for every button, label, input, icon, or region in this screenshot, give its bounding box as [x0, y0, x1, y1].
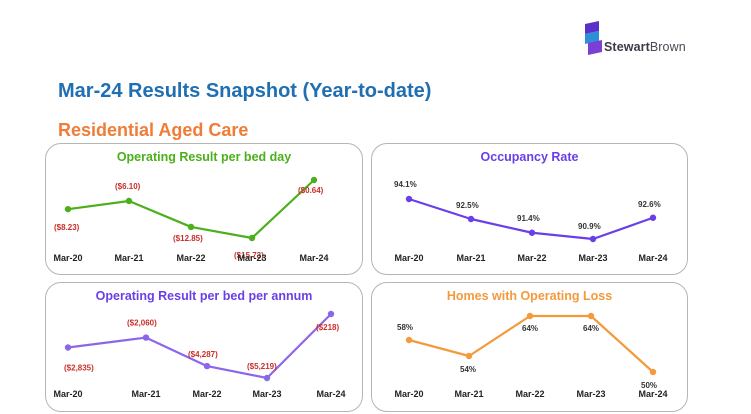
- x-tick-label: Mar-21: [131, 389, 160, 399]
- data-point: [263, 374, 271, 382]
- data-point: [649, 368, 657, 376]
- stewartbrown-logo: StewartBrown: [585, 21, 715, 57]
- chart-title: Operating Result per bed per annum: [95, 289, 313, 303]
- data-label: 54%: [460, 365, 476, 374]
- data-point: [649, 214, 657, 221]
- series-line: [67, 313, 332, 380]
- x-tick-label: Mar-23: [576, 389, 605, 399]
- logo-text-bold: Stewart: [604, 40, 650, 54]
- data-label: 64%: [522, 324, 538, 333]
- x-tick-label: Mar-21: [114, 253, 143, 263]
- x-tick-label: Mar-20: [394, 389, 423, 399]
- x-tick-label: Mar-21: [454, 389, 483, 399]
- section-subtitle: Residential Aged Care: [58, 120, 249, 140]
- x-tick-label: Mar-22: [515, 389, 544, 399]
- data-point: [528, 229, 536, 236]
- data-label: 90.9%: [578, 222, 601, 231]
- data-label: 58%: [397, 323, 413, 332]
- data-label: ($12.85): [173, 234, 203, 243]
- data-point: [187, 223, 195, 231]
- data-label: 92.5%: [456, 201, 479, 210]
- chart-panel-operating-result-per-bed-day: Operating Result per bed day ($8.23) Mar-…: [45, 143, 363, 275]
- x-tick-label: Mar-24: [316, 389, 345, 399]
- chart-panel-occupancy-rate: Occupancy Rate 94.1% Mar-20 92.5% Mar-21 91.…: [371, 143, 688, 275]
- data-point: [64, 205, 72, 213]
- chart-svg: 58% Mar-20 54% Mar-21 64% Mar-22 64% Mar-23 50%M…: [394, 312, 668, 399]
- x-tick-label: Mar-24: [638, 253, 667, 263]
- x-tick-label: Mar-22: [176, 253, 205, 263]
- chart-panel-operating-result-per-bed-per-annum: Operating Result per bed per annum ($2,8…: [45, 282, 363, 412]
- data-label: 92.6%: [638, 200, 661, 209]
- data-label: ($5,219): [247, 362, 277, 371]
- data-point: [589, 235, 597, 243]
- data-label: ($4,287): [188, 350, 218, 359]
- data-point: [203, 362, 211, 370]
- chart-panel-homes-with-operating-loss: Homes with Operating Loss 58% Mar-20 54% Ma…: [371, 282, 688, 412]
- x-tick-label: Mar-22: [517, 253, 546, 263]
- x-tick-label: Mar-20: [394, 253, 423, 263]
- data-label: ($15.73): [234, 251, 264, 260]
- data-point: [64, 344, 72, 351]
- logo-text: StewartBrown: [604, 40, 686, 54]
- x-tick-label: Mar-20: [53, 253, 82, 263]
- page-title: Mar-24 Results Snapshot (Year-to-date): [58, 80, 432, 102]
- data-point: [125, 197, 133, 205]
- data-label: ($0.64): [298, 186, 324, 195]
- x-tick-label: Mar-24: [638, 389, 667, 399]
- data-point: [142, 334, 150, 341]
- logo-text-light: Brown: [649, 40, 686, 54]
- data-point: [465, 352, 473, 360]
- data-label: ($2,835): [64, 363, 94, 372]
- data-point: [327, 310, 335, 318]
- x-tick-label: Mar-22: [192, 389, 221, 399]
- data-point: [587, 312, 595, 320]
- chart-title: Operating Result per bed day: [116, 150, 292, 164]
- data-point: [405, 336, 413, 344]
- x-tick-label: Mar-23: [578, 253, 607, 263]
- logo-mark-icon: [585, 21, 602, 55]
- x-tick-label: Mar-23: [237, 253, 266, 263]
- data-label: 94.1%: [394, 180, 417, 189]
- data-label: ($218): [316, 323, 339, 332]
- data-point: [310, 176, 318, 184]
- data-point: [467, 215, 475, 223]
- data-point: [248, 234, 256, 242]
- data-label: ($8.23): [54, 223, 80, 232]
- data-label: ($6.10): [115, 182, 141, 191]
- chart-svg: 94.1% Mar-20 92.5% Mar-21 91.4% Mar-22 90.9% Ma…: [394, 180, 668, 263]
- data-point: [526, 312, 534, 320]
- data-label: 64%: [583, 324, 599, 333]
- chart-title: Homes with Operating Loss: [446, 289, 613, 303]
- data-label: ($2,060): [127, 319, 157, 328]
- data-label: 91.4%: [517, 214, 540, 223]
- chart-svg: ($2,835) Mar-20 ($2,060) Mar-21 ($4,287) Mar-…: [53, 310, 346, 399]
- x-tick-label: Mar-23: [252, 389, 281, 399]
- data-label: 50%: [641, 381, 657, 390]
- chart-svg: ($8.23) Mar-20 ($6.10) Mar-21 ($12.85) Mar-22…: [53, 176, 329, 263]
- data-point: [405, 195, 413, 203]
- x-tick-label: Mar-24: [299, 253, 328, 263]
- chart-title: Occupancy Rate: [480, 150, 579, 164]
- x-tick-label: Mar-20: [53, 389, 82, 399]
- x-tick-label: Mar-21: [456, 253, 485, 263]
